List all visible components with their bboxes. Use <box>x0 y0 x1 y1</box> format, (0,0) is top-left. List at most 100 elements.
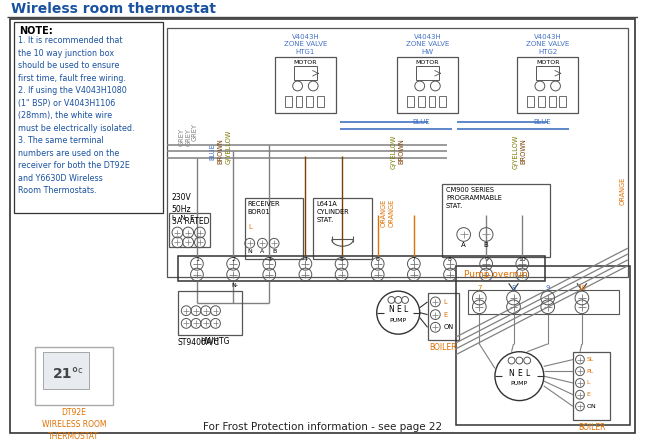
Text: V4043H
ZONE VALVE
HTG2: V4043H ZONE VALVE HTG2 <box>526 34 570 55</box>
Text: 9: 9 <box>484 257 488 262</box>
Bar <box>442 184 550 257</box>
Text: NOTE:: NOTE: <box>19 26 53 36</box>
Bar <box>245 198 303 259</box>
Text: 1: 1 <box>195 257 199 262</box>
Text: BOILER: BOILER <box>430 343 457 352</box>
Text: N-: N- <box>231 283 238 288</box>
Text: 7: 7 <box>477 285 482 291</box>
Text: RECEIVER
BOR01: RECEIVER BOR01 <box>248 201 281 215</box>
Text: BLUE: BLUE <box>533 119 551 125</box>
Text: G/YELLOW: G/YELLOW <box>225 129 231 164</box>
Bar <box>428 293 459 340</box>
Text: PUMP: PUMP <box>511 381 528 387</box>
Bar <box>43 352 90 389</box>
Bar <box>418 96 424 107</box>
Text: L641A
CYLINDER
STAT.: L641A CYLINDER STAT. <box>316 201 349 223</box>
Text: 7: 7 <box>412 257 416 262</box>
Text: Wireless room thermostat: Wireless room thermostat <box>12 2 216 16</box>
Text: B: B <box>484 242 488 248</box>
Bar <box>295 96 303 107</box>
Text: BOILER: BOILER <box>578 423 606 432</box>
Text: MOTOR: MOTOR <box>293 59 317 65</box>
Text: V4043H
ZONE VALVE
HTG1: V4043H ZONE VALVE HTG1 <box>284 34 327 55</box>
Text: PL: PL <box>587 369 594 374</box>
Bar <box>166 28 628 278</box>
Bar <box>35 347 113 405</box>
Text: 6: 6 <box>376 257 380 262</box>
Text: ST9400A/C: ST9400A/C <box>177 337 219 346</box>
Text: N: N <box>247 249 252 254</box>
Text: HWHTG: HWHTG <box>201 337 230 346</box>
Text: GREY: GREY <box>185 128 191 146</box>
Bar <box>538 96 545 107</box>
Text: V4043H
ZONE VALVE
HW: V4043H ZONE VALVE HW <box>406 34 449 55</box>
Text: MOTOR: MOTOR <box>416 59 439 65</box>
Bar <box>306 96 313 107</box>
Text: E: E <box>517 369 522 378</box>
Text: B: B <box>272 249 276 254</box>
Bar <box>517 57 578 114</box>
Text: 1. It is recommended that
the 10 way junction box
should be used to ensure
first: 1. It is recommended that the 10 way jun… <box>18 36 135 195</box>
Bar <box>285 96 292 107</box>
Bar <box>317 96 324 107</box>
Text: c: c <box>78 367 83 375</box>
Text: BROWN: BROWN <box>398 139 404 164</box>
Bar <box>313 198 372 259</box>
Bar <box>439 96 446 107</box>
Text: E: E <box>443 312 447 318</box>
Text: G/YELLOW: G/YELLOW <box>513 134 519 169</box>
Bar <box>416 67 439 80</box>
Text: For Frost Protection information - see page 22: For Frost Protection information - see p… <box>203 422 442 432</box>
Text: 9: 9 <box>546 285 550 291</box>
Text: 8: 8 <box>448 257 452 262</box>
Text: BLUE: BLUE <box>210 143 215 160</box>
Text: L  N  E: L N E <box>172 215 194 221</box>
Text: 21°: 21° <box>53 367 79 381</box>
Text: BROWN: BROWN <box>217 139 223 164</box>
Text: ORANGE: ORANGE <box>388 199 394 227</box>
Text: L: L <box>587 380 590 385</box>
Text: BLUE: BLUE <box>413 119 431 125</box>
Bar <box>559 96 566 107</box>
Bar <box>456 266 630 425</box>
Text: N: N <box>509 369 515 378</box>
Text: ORANGE: ORANGE <box>620 177 626 205</box>
Text: GREY: GREY <box>178 128 184 146</box>
Bar <box>536 67 559 80</box>
Text: DT92E
WIRELESS ROOM
THERMOSTAT: DT92E WIRELESS ROOM THERMOSTAT <box>41 409 106 441</box>
Bar <box>397 57 458 114</box>
Bar <box>428 96 435 107</box>
Text: E: E <box>396 305 401 314</box>
Text: 10: 10 <box>519 257 526 262</box>
Text: ON: ON <box>587 404 597 409</box>
Text: 5: 5 <box>340 257 344 262</box>
Text: N: N <box>388 305 394 314</box>
Bar <box>275 57 335 114</box>
Text: Pump overrun: Pump overrun <box>464 270 528 278</box>
Text: 230V
50Hz
3A RATED: 230V 50Hz 3A RATED <box>172 194 209 226</box>
Text: ORANGE: ORANGE <box>381 199 386 227</box>
Bar <box>179 256 545 281</box>
Text: A: A <box>261 249 264 254</box>
Text: SL: SL <box>587 357 594 362</box>
Text: CM900 SERIES
PROGRAMMABLE
STAT.: CM900 SERIES PROGRAMMABLE STAT. <box>446 186 502 209</box>
Bar <box>179 291 242 335</box>
Bar <box>407 96 414 107</box>
Text: 3: 3 <box>267 257 272 262</box>
Text: 2: 2 <box>231 257 235 262</box>
Text: 4: 4 <box>303 257 308 262</box>
Text: E: E <box>587 392 591 397</box>
Text: BROWN: BROWN <box>521 139 526 164</box>
Text: 10: 10 <box>577 285 586 291</box>
Text: G/YELLOW: G/YELLOW <box>390 134 396 169</box>
Text: L: L <box>249 224 253 230</box>
Bar <box>468 290 619 314</box>
Text: MOTOR: MOTOR <box>536 59 559 65</box>
Bar <box>549 96 555 107</box>
Text: ON: ON <box>443 325 453 330</box>
Text: L: L <box>443 299 447 305</box>
Text: PUMP: PUMP <box>390 318 407 323</box>
Text: GREY: GREY <box>192 123 198 141</box>
Bar <box>293 67 317 80</box>
Text: 8: 8 <box>511 285 516 291</box>
